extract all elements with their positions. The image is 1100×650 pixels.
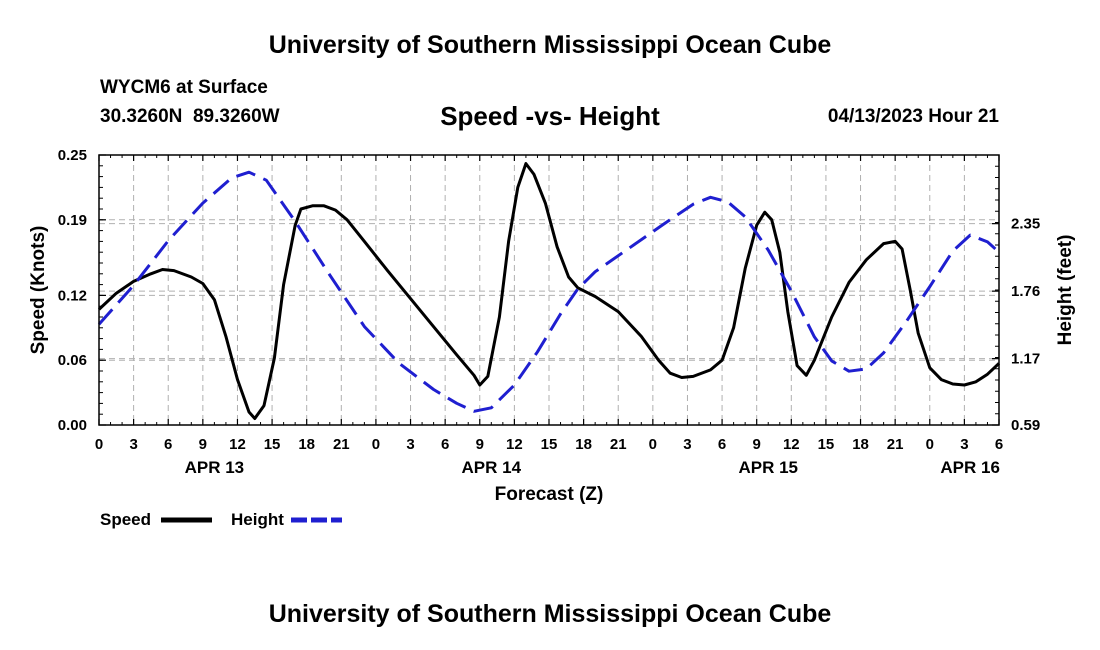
x-axis-title: Forecast (Z) (495, 484, 604, 505)
x-tick-label: 6 (718, 436, 726, 453)
day-label: APR 15 (738, 458, 798, 477)
x-tick-label: 9 (476, 436, 484, 453)
y2-tick-label: 0.59 (1011, 417, 1040, 434)
x-tick-label: 18 (575, 436, 592, 453)
x-tick-label: 12 (783, 436, 800, 453)
y-axis-title: Speed (Knots) (28, 226, 49, 355)
day-label: APR 13 (185, 458, 245, 477)
y2-axis-title: Height (feet) (1055, 235, 1076, 346)
x-tick-label: 18 (298, 436, 315, 453)
x-tick-label: 3 (406, 436, 414, 453)
legend-label-speed: Speed (100, 510, 151, 529)
y2-tick-label: 1.76 (1011, 283, 1040, 300)
legend-label-height: Height (231, 510, 284, 529)
day-label: APR 14 (462, 458, 522, 477)
x-tick-label: 21 (333, 436, 350, 453)
axis-labels: 0 3 6 9 12 15 18 21 0 3 6 9 12 15 18 21 0 3 6 9 12 15 18 21 0 3 60… (58, 147, 1040, 477)
x-tick-label: 18 (852, 436, 869, 453)
latitude: 30.3260N (100, 106, 183, 127)
x-tick-label: 3 (683, 436, 691, 453)
day-label: APR 16 (940, 458, 1000, 477)
x-tick-label: 21 (610, 436, 627, 453)
x-tick-label: 15 (541, 436, 558, 453)
x-tick-label: 9 (199, 436, 207, 453)
x-tick-label: 12 (229, 436, 246, 453)
coordinates: 30.3260N 89.3260W (100, 106, 280, 128)
y-tick-label: 0.06 (58, 352, 87, 369)
series-line-height (97, 170, 1001, 413)
y2-tick-label: 2.35 (1011, 216, 1040, 233)
x-tick-label: 15 (818, 436, 835, 453)
y-tick-label: 0.12 (58, 287, 87, 304)
x-tick-label: 0 (372, 436, 380, 453)
station-label: WYCM6 at Surface (100, 77, 268, 98)
series-line-speed (97, 162, 1001, 420)
x-tick-label: 6 (995, 436, 1003, 453)
x-tick-label: 6 (441, 436, 449, 453)
legend: Speed Height (100, 510, 342, 529)
chart-subtitle: Speed -vs- Height (440, 101, 660, 131)
grid (99, 155, 999, 426)
x-tick-label: 6 (164, 436, 172, 453)
forecast-date: 04/13/2023 Hour 21 (827, 106, 999, 127)
x-tick-label: 3 (960, 436, 968, 453)
x-tick-label: 15 (264, 436, 281, 453)
x-tick-label: 0 (95, 436, 103, 453)
footer-title: University of Southern Mississippi Ocean… (268, 600, 832, 628)
ticks (98, 154, 1000, 426)
chart-title: University of Southern Mississippi Ocean… (268, 31, 832, 59)
longitude: 89.3260W (192, 106, 280, 127)
x-tick-label: 21 (887, 436, 904, 453)
series-group (97, 162, 1001, 420)
y2-tick-label: 1.17 (1011, 351, 1040, 368)
y-tick-label: 0.25 (58, 147, 87, 164)
x-tick-label: 9 (753, 436, 761, 453)
x-tick-label: 0 (649, 436, 657, 453)
x-tick-label: 3 (129, 436, 137, 453)
x-tick-label: 0 (926, 436, 934, 453)
y-tick-label: 0.00 (58, 417, 87, 434)
x-tick-label: 12 (506, 436, 523, 453)
y-tick-label: 0.19 (58, 212, 87, 229)
